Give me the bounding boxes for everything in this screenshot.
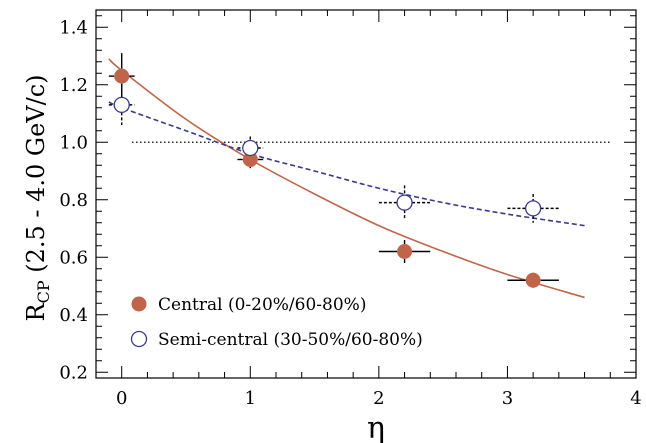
central-data-point [114, 68, 130, 84]
x-tick-label: 2 [373, 388, 384, 409]
plot-frame [95, 9, 637, 379]
y-tick-label: 1.2 [59, 75, 88, 96]
x-tick-label: 3 [502, 388, 513, 409]
y-tick-label: 0.8 [59, 190, 88, 211]
y-axis-label: RCP (2.5 - 4.0 GeV/c) [22, 74, 53, 321]
legend-label-central: Central (0-20%/60-80%) [158, 295, 366, 315]
y-tick-label: 1.4 [59, 17, 88, 38]
semicentral-fit-curve [108, 101, 585, 227]
y-axis-label-sub: CP [34, 280, 53, 303]
x-axis-label: η [367, 411, 385, 443]
central-data-point [242, 152, 258, 167]
central-fit-curve [108, 58, 585, 299]
data-markers [113, 68, 542, 288]
y-axis-label-rest: (2.5 - 4.0 GeV/c) [22, 74, 50, 280]
x-tick-label: 4 [630, 388, 641, 409]
central-data-point [397, 244, 413, 259]
semicentral-data-point [524, 200, 542, 217]
y-tick-label: 0.2 [59, 362, 88, 383]
semicentral-data-point [113, 96, 130, 114]
semicentral-data-point [396, 194, 413, 211]
legend-marker-central [131, 296, 147, 312]
x-tick-label: 0 [116, 388, 127, 409]
y-tick-label: 1.0 [59, 132, 88, 153]
legend-marker-semicentral [130, 330, 148, 348]
legend-label-semicentral: Semi-central (30-50%/60-80%) [158, 330, 423, 350]
error-bars [108, 53, 559, 288]
legend: Central (0-20%/60-80%) Semi-central (30-… [130, 295, 423, 350]
y-tick-label: 0.4 [59, 305, 88, 326]
y-tick-label: 0.6 [59, 247, 88, 268]
fit-curves [108, 58, 585, 299]
tick-labels: 0 1 2 3 4 0.2 0.4 0.6 0.8 1.0 1.2 1.4 [59, 17, 641, 409]
axis-ticks [95, 10, 637, 378]
central-data-point [525, 272, 541, 288]
y-axis-label-main: R [22, 303, 50, 322]
x-tick-label: 1 [245, 388, 256, 409]
semicentral-data-point [242, 139, 259, 157]
